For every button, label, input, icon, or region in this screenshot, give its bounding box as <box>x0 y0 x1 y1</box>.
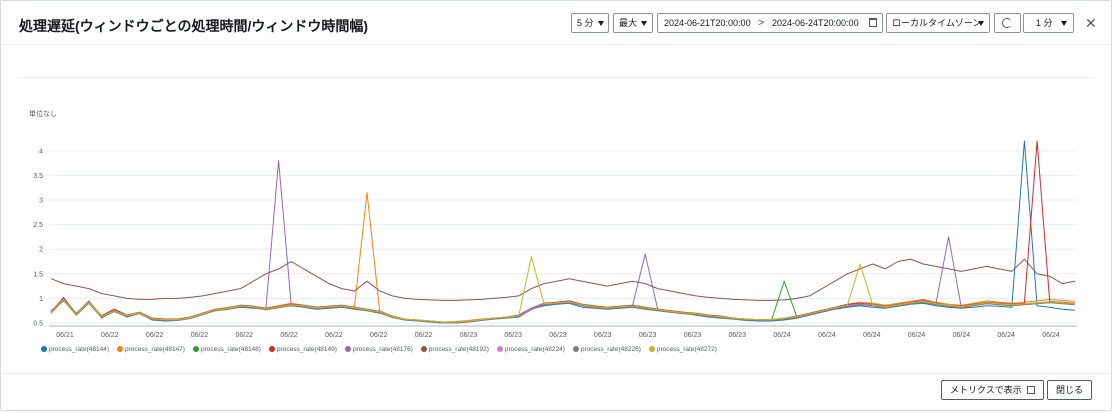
line-chart: 0.5 1 1.5 2 2.5 3 3.5 4 06/21 06/22 06/22 06/22 06/2… <box>33 140 1077 339</box>
range-start: 2024-06-21T20:00:00 <box>664 18 751 28</box>
refresh-interval-value: 1 分 <box>1036 18 1053 28</box>
y-axis-unit-label: 単位なし <box>29 111 57 118</box>
legend-label: process_rate(48148) <box>200 346 261 353</box>
legend-item[interactable]: process_rate(48224) <box>496 346 565 353</box>
close-icon[interactable]: ✕ <box>1085 15 1097 31</box>
panel-title: 処理遅延(ウィンドウごとの処理時間/ウィンドウ時間幅) <box>19 18 369 34</box>
x-tick-label: 06/23 <box>549 332 567 339</box>
legend-swatch <box>344 346 351 353</box>
legend-item[interactable]: process_rate(48192) <box>420 346 489 353</box>
legend-item[interactable]: process_rate(48176) <box>344 346 413 353</box>
range-separator: > <box>758 17 765 29</box>
legend-swatch <box>192 346 199 353</box>
x-tick-label: 06/24 <box>863 332 881 339</box>
close-button[interactable]: 閉じる <box>1047 380 1093 400</box>
x-tick-label: 06/23 <box>684 332 702 339</box>
y-tick-label: 0.5 <box>33 321 43 328</box>
x-tick-label: 06/24 <box>997 332 1015 339</box>
legend-label: process_rate(48192) <box>428 346 489 353</box>
legend-label: process_rate(48149) <box>276 346 337 353</box>
period-select[interactable]: 5 分 <box>571 13 609 33</box>
range-end: 2024-06-24T20:00:00 <box>772 18 859 28</box>
chart-legend: process_rate(48144) process_rate(48147) pr… <box>41 346 725 356</box>
series-line[interactable] <box>50 160 1076 323</box>
view-in-metrics-label: メトリクスで表示 <box>950 385 1022 395</box>
x-tick-label: 06/22 <box>325 332 343 339</box>
x-tick-label: 06/21 <box>56 332 74 339</box>
series-line[interactable] <box>50 299 1076 324</box>
x-tick-label: 06/22 <box>191 332 209 339</box>
legend-swatch <box>420 346 427 353</box>
legend-swatch <box>572 346 579 353</box>
x-tick-label: 06/22 <box>415 332 433 339</box>
y-tick-label: 1.5 <box>33 271 43 278</box>
series-line[interactable] <box>50 258 1076 301</box>
calendar-icon[interactable] <box>869 18 877 27</box>
legend-swatch <box>496 346 503 353</box>
x-tick-label: 06/23 <box>460 332 478 339</box>
x-tick-label: 06/24 <box>818 332 836 339</box>
legend-item[interactable]: process_rate(48148) <box>192 346 261 353</box>
y-tick-label: 3 <box>39 198 43 205</box>
period-value: 5 分 <box>577 18 594 28</box>
time-range-picker[interactable]: 2024-06-21T20:00:00 > 2024-06-24T20:00:0… <box>657 13 883 33</box>
x-tick-label: 06/23 <box>639 332 657 339</box>
divider <box>19 77 1093 78</box>
legend-label: process_rate(48147) <box>124 346 185 353</box>
legend-label: process_rate(48226) <box>580 346 641 353</box>
chevron-down-icon <box>641 21 648 27</box>
legend-swatch <box>268 346 275 353</box>
legend-swatch <box>648 346 655 353</box>
x-tick-label: 06/24 <box>1042 332 1060 339</box>
refresh-button[interactable] <box>994 13 1021 33</box>
y-tick-label: 2.5 <box>33 222 43 229</box>
legend-item[interactable]: process_rate(48272) <box>648 346 717 353</box>
legend-label: process_rate(48272) <box>656 346 717 353</box>
close-button-label: 閉じる <box>1056 385 1084 395</box>
statistic-value: 最大 <box>619 18 638 28</box>
refresh-interval-select[interactable]: 1 分 <box>1023 13 1074 33</box>
x-tick-label: 06/23 <box>594 332 612 339</box>
series-line[interactable] <box>50 256 1076 323</box>
x-tick-label: 06/23 <box>504 332 522 339</box>
timezone-value: ローカルタイムゾーン <box>892 18 982 28</box>
legend-item[interactable]: process_rate(48147) <box>116 346 185 353</box>
series-line[interactable] <box>50 140 1076 323</box>
x-tick-label: 06/24 <box>773 332 791 339</box>
legend-item[interactable]: process_rate(48144) <box>41 346 109 353</box>
external-link-icon <box>1026 385 1035 394</box>
refresh-icon <box>1002 18 1012 28</box>
view-in-metrics-button[interactable]: メトリクスで表示 <box>941 380 1044 400</box>
x-tick-label: 06/24 <box>908 332 926 339</box>
x-tick-label: 06/22 <box>370 332 388 339</box>
chevron-down-icon <box>597 21 604 27</box>
x-tick-label: 06/22 <box>236 332 254 339</box>
x-tick-label: 06/24 <box>953 332 971 339</box>
panel-header: 処理遅延(ウィンドウごとの処理時間/ウィンドウ時間幅) 5 分 最大 2024-… <box>1 1 1111 45</box>
legend-swatch <box>116 346 123 353</box>
x-tick-label: 06/22 <box>280 332 298 339</box>
y-tick-label: 3.5 <box>33 173 43 180</box>
legend-item[interactable]: process_rate(48226) <box>572 346 641 353</box>
x-tick-label: 06/23 <box>729 332 747 339</box>
legend-label: process_rate(48224) <box>504 346 565 353</box>
timezone-select[interactable]: ローカルタイムゾーン <box>886 13 990 33</box>
legend-item[interactable]: process_rate(48149) <box>268 346 337 353</box>
divider <box>1 373 1111 374</box>
y-tick-label: 2 <box>39 247 43 254</box>
legend-swatch <box>41 346 47 353</box>
legend-label: process_rate(48176) <box>352 346 413 353</box>
legend-label: process_rate(48144) <box>49 346 109 353</box>
chevron-down-icon <box>1060 21 1067 27</box>
x-tick-label: 06/22 <box>146 332 164 339</box>
chevron-down-icon <box>978 21 984 26</box>
statistic-select[interactable]: 最大 <box>613 13 653 33</box>
y-tick-label: 4 <box>39 148 43 155</box>
y-tick-label: 1 <box>39 296 43 303</box>
x-tick-label: 06/22 <box>101 332 119 339</box>
